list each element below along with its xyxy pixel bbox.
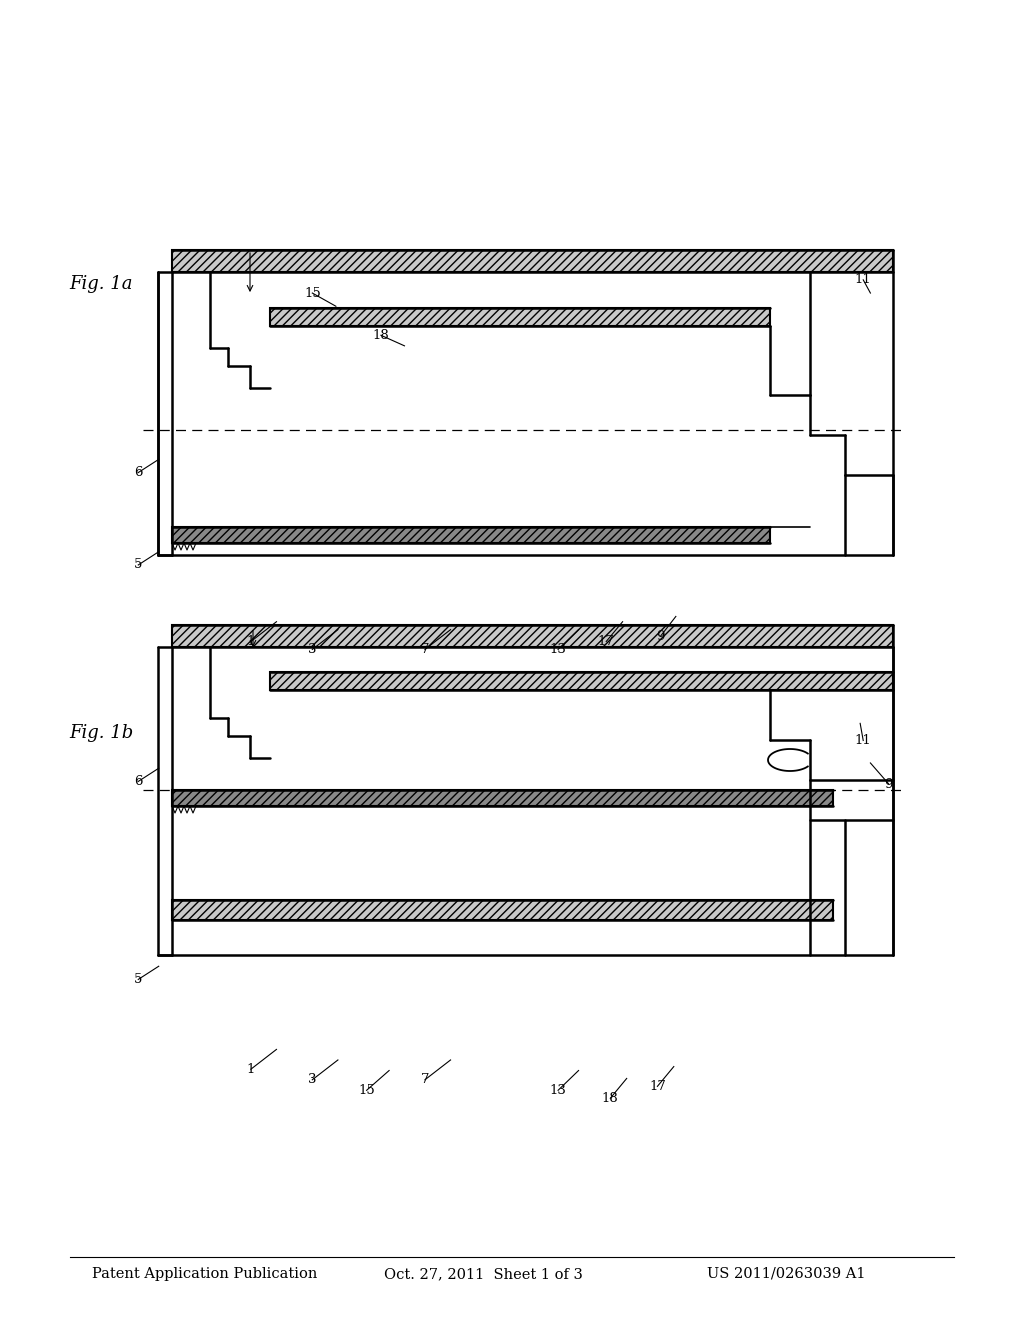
Bar (172, 527, 770, 543)
Text: 18: 18 (373, 329, 389, 342)
Text: 5: 5 (134, 558, 142, 572)
Text: 6: 6 (134, 775, 142, 788)
Text: 9: 9 (656, 630, 665, 643)
Text: 17: 17 (649, 1080, 666, 1093)
Text: 1: 1 (247, 1063, 255, 1076)
Text: 13: 13 (550, 1084, 566, 1097)
Text: 1: 1 (247, 635, 255, 648)
Text: Fig. 1b: Fig. 1b (70, 723, 134, 742)
Text: Oct. 27, 2011  Sheet 1 of 3: Oct. 27, 2011 Sheet 1 of 3 (384, 1267, 583, 1280)
Text: 15: 15 (358, 1084, 375, 1097)
Text: 3: 3 (308, 643, 316, 656)
Text: 6: 6 (134, 466, 142, 479)
Text: Patent Application Publication: Patent Application Publication (92, 1267, 317, 1280)
Text: 5: 5 (134, 973, 142, 986)
Text: 11: 11 (855, 734, 871, 747)
Text: 11: 11 (855, 273, 871, 286)
Text: US 2011/0263039 A1: US 2011/0263039 A1 (707, 1267, 865, 1280)
Text: 9: 9 (885, 777, 893, 791)
Bar (172, 624, 893, 647)
Text: 13: 13 (550, 643, 566, 656)
Text: 17: 17 (598, 635, 614, 648)
Text: Fig. 1a: Fig. 1a (70, 275, 133, 293)
Text: 7: 7 (421, 1073, 429, 1086)
Bar (172, 900, 833, 920)
Text: 18: 18 (602, 1092, 618, 1105)
Text: 3: 3 (308, 1073, 316, 1086)
Bar (172, 789, 833, 807)
Bar (270, 308, 770, 326)
Bar (172, 249, 893, 272)
Text: 7: 7 (421, 643, 429, 656)
Bar (270, 672, 893, 690)
Text: 15: 15 (304, 286, 321, 300)
